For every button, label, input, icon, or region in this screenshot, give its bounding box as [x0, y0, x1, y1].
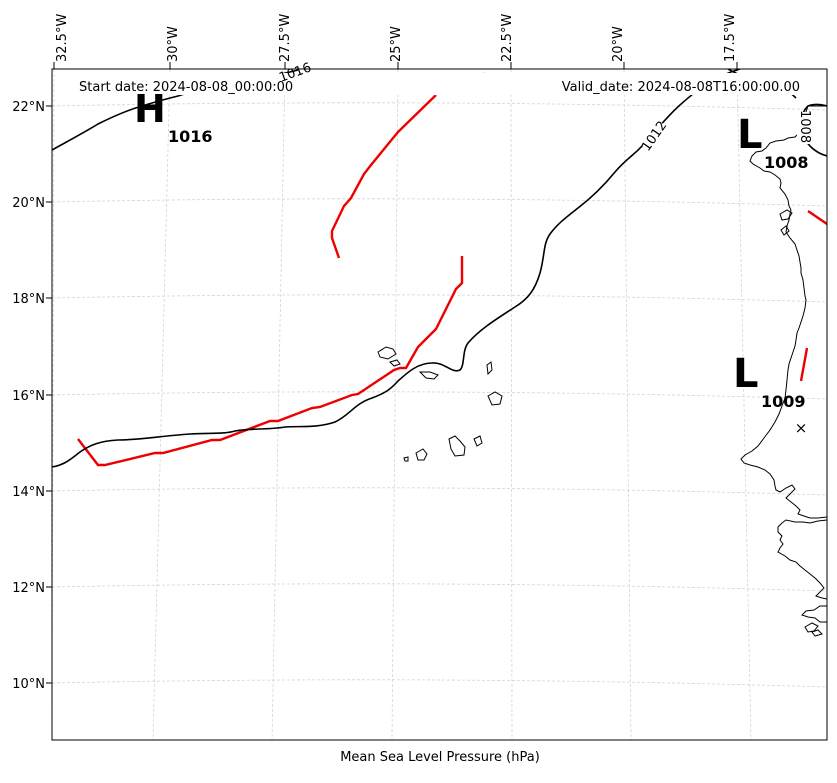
- meridian-25w: [391, 69, 399, 740]
- location-marker: ×: [795, 419, 808, 437]
- lat-label-18n: 18°N: [12, 292, 45, 307]
- lat-label-12n: 12°N: [12, 581, 45, 596]
- left-ticks: [46, 105, 52, 684]
- coastlines: [377, 105, 827, 637]
- africa-coast-south2: [801, 605, 827, 623]
- lat-tick-labels: 22°N 20°N 18°N 16°N 14°N 12°N 10°N: [12, 100, 45, 692]
- lon-label-32-5w: 32.5°W: [55, 14, 70, 62]
- meridian-17-5w: [736, 69, 752, 740]
- top-ticks: [53, 62, 738, 69]
- meridian-27-5w: [271, 69, 286, 740]
- lon-label-17-5w: 17.5°W: [723, 14, 738, 62]
- parallel-14n: [52, 487, 827, 496]
- lat-label-16n: 16°N: [12, 389, 45, 404]
- africa-coast-south: [777, 519, 827, 600]
- island-santiago: [448, 435, 466, 457]
- island-sao-vicente: [389, 359, 401, 367]
- lon-label-20w: 20°W: [611, 26, 626, 62]
- parallel-22n: [52, 102, 827, 111]
- lon-label-22-5w: 22.5°W: [500, 14, 515, 62]
- system-high-1016-value: 1016: [168, 127, 213, 146]
- parallel-18n: [52, 294, 827, 303]
- island-maio: [473, 435, 483, 447]
- meridian-20w: [623, 69, 632, 740]
- system-low-1009-letter: L: [733, 351, 759, 397]
- lat-label-22n: 22°N: [12, 100, 45, 115]
- lat-label-20n: 20°N: [12, 196, 45, 211]
- parallel-12n: [52, 583, 827, 592]
- map-border: [51, 68, 828, 741]
- parallel-20n: [52, 198, 827, 207]
- trough-main: [77, 256, 464, 467]
- pressure-systems: H 1016 L 1008 L 1009: [134, 87, 809, 411]
- lon-label-25w: 25°W: [389, 26, 404, 62]
- lon-label-27-5w: 27.5°W: [278, 14, 293, 62]
- valid-date: Valid_date: 2024-08-08T16:00:00.00: [562, 80, 800, 95]
- lon-label-30w: 30°W: [166, 26, 181, 62]
- system-low-1008-value: 1008: [764, 153, 809, 172]
- trough-east-upper: [807, 210, 827, 225]
- system-high-1016-letter: H: [134, 87, 166, 131]
- banc-arguin: [779, 209, 793, 236]
- start-date: Start date: 2024-08-08_00:00:00: [79, 80, 293, 95]
- trough-lines: [77, 72, 827, 467]
- lon-tick-labels: 32.5°W 30°W 27.5°W 25°W 22.5°W 20°W 17.5…: [55, 14, 738, 62]
- map-frame: [52, 69, 827, 740]
- lat-label-10n: 10°N: [12, 677, 45, 692]
- meridian-22-5w: [510, 69, 513, 740]
- island-sal: [486, 361, 493, 376]
- island-santo-antao: [377, 346, 397, 360]
- isobar-label-1008: 1008: [797, 110, 812, 143]
- system-low-1009-value: 1009: [761, 392, 806, 411]
- system-low-1008-letter: L: [737, 112, 763, 158]
- trough-east-lower: [799, 347, 809, 382]
- island-fogo: [415, 448, 428, 461]
- guinea-islands: [804, 622, 823, 637]
- graticule: [52, 69, 827, 740]
- map-xlabel: Mean Sea Level Pressure (hPa): [340, 750, 540, 765]
- meridian-32-5w: [52, 69, 55, 740]
- parallel-10n: [52, 679, 827, 688]
- island-brava: [403, 456, 409, 462]
- meridian-30w: [152, 69, 171, 740]
- lat-label-14n: 14°N: [12, 485, 45, 500]
- island-sao-nicolau: [418, 371, 439, 380]
- africa-west-coast: [740, 105, 827, 519]
- island-boa-vista: [487, 391, 503, 406]
- header-band: [55, 73, 825, 95]
- trough-north: [330, 94, 437, 259]
- parallel-16n: [52, 391, 827, 400]
